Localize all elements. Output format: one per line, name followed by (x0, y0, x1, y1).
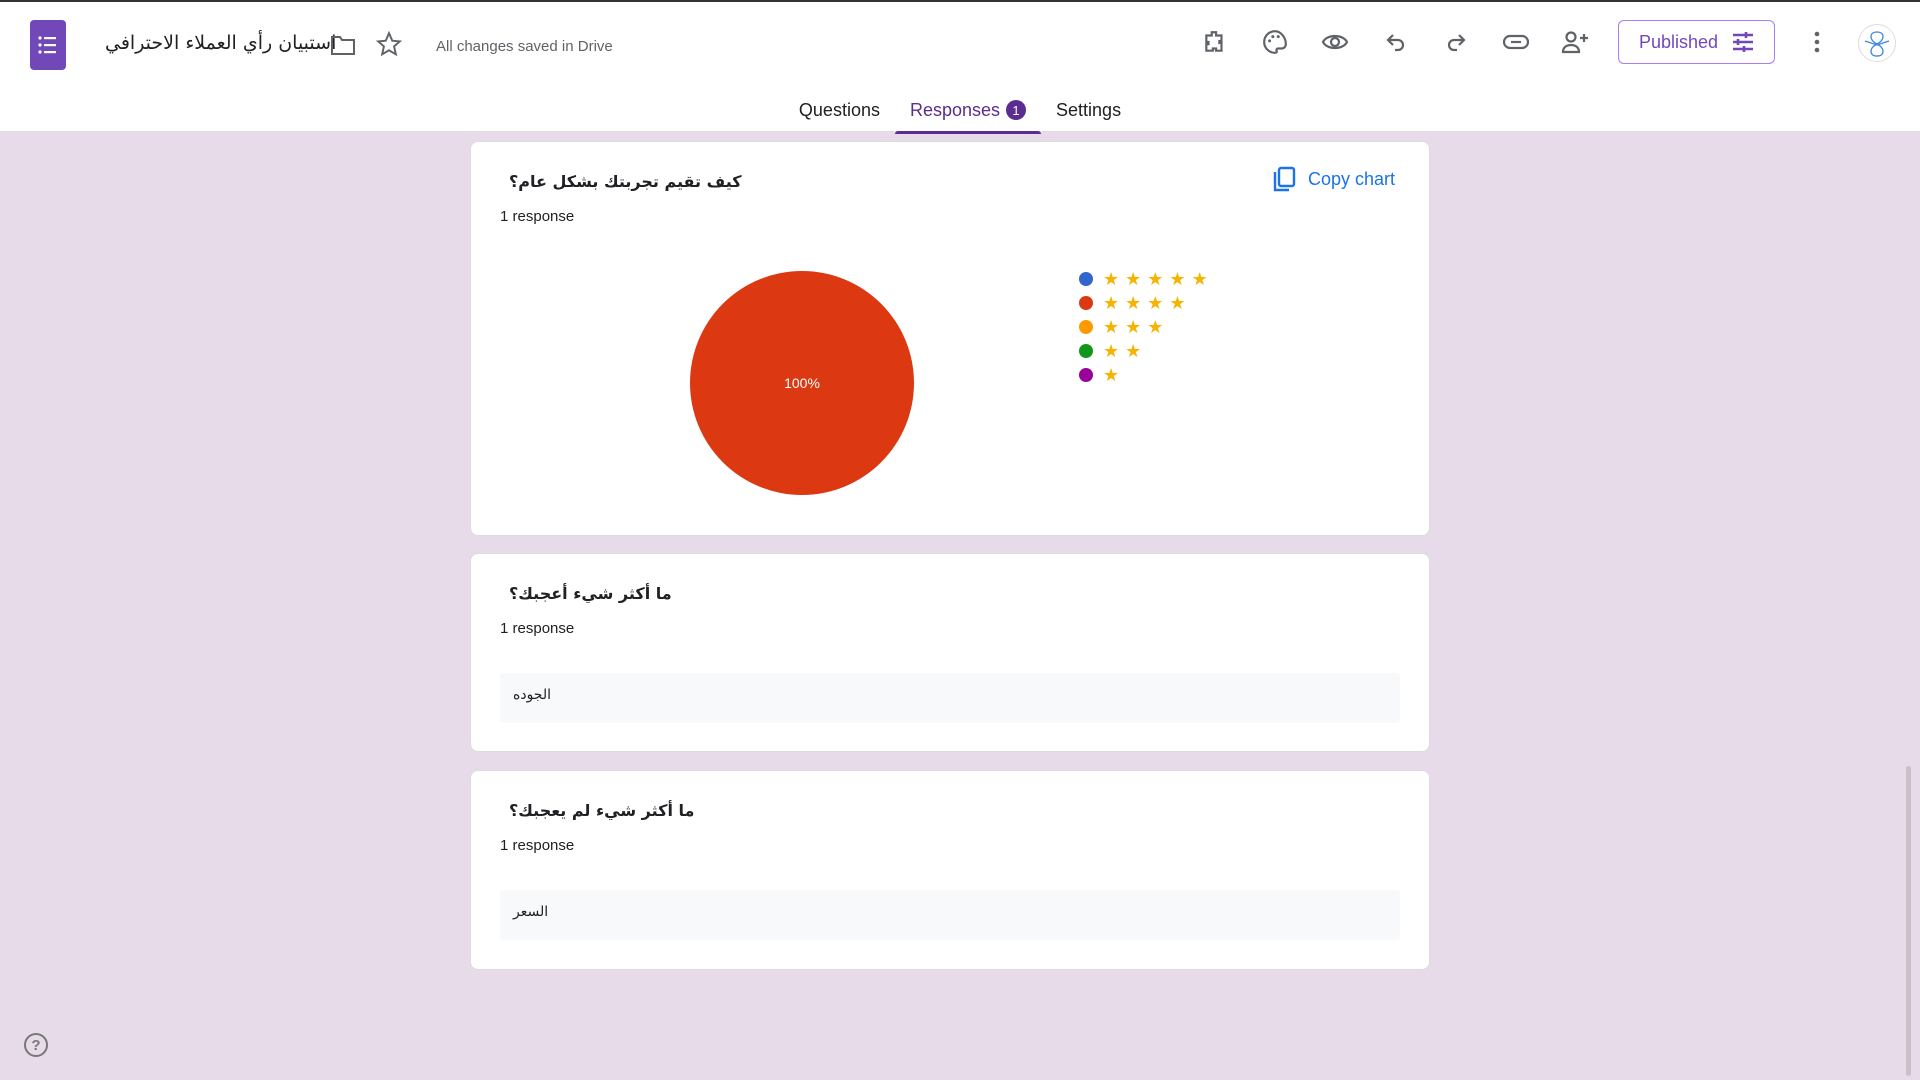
tab-bar: Questions Responses 1 Settings (0, 100, 1920, 134)
tab-questions[interactable]: Questions (784, 100, 895, 134)
responses-count-badge: 1 (1006, 100, 1027, 120)
legend-color-dot (1079, 272, 1093, 286)
star-icon: ★ (1169, 293, 1186, 313)
pie-slice[interactable] (690, 271, 914, 495)
star-icon: ★ (1191, 269, 1208, 289)
pie-chart: 100% (690, 271, 914, 495)
forms-logo-icon[interactable] (30, 20, 66, 70)
legend-color-dot (1079, 368, 1093, 382)
redo-icon[interactable] (1441, 27, 1471, 57)
star-icon: ★ (1125, 293, 1142, 313)
star-icon: ★ (1125, 317, 1142, 337)
star-icon: ★ (1103, 341, 1120, 361)
slice-label: 100% (784, 375, 820, 391)
scrollbar[interactable] (1906, 766, 1911, 1076)
published-label: Published (1638, 31, 1719, 52)
star-icon: ★ (1169, 269, 1186, 289)
legend-item[interactable]: ★ ★ ★ ★ (1079, 294, 1186, 312)
star-icon: ★ (1147, 269, 1164, 289)
question-title: كيف تقيم تجربتك بشكل عام؟ (509, 172, 742, 191)
star-icon: ★ (1103, 293, 1120, 313)
response-card-rating: كيف تقيم تجربتك بشكل عام؟ 1 response Cop… (470, 141, 1430, 536)
preview-eye-icon[interactable] (1320, 27, 1350, 57)
undo-icon[interactable] (1381, 27, 1411, 57)
star-icon: ★ (1147, 317, 1164, 337)
more-options-icon[interactable] (1802, 27, 1832, 57)
legend-color-dot (1079, 344, 1093, 358)
tab-settings[interactable]: Settings (1041, 100, 1136, 134)
legend-item[interactable]: ★ ★ (1079, 342, 1141, 360)
star-icon: ★ (1103, 317, 1120, 337)
help-icon[interactable]: ? (24, 1033, 48, 1057)
tab-label: Settings (1056, 100, 1122, 120)
legend-color-dot (1079, 296, 1093, 310)
app-header: استبيان رأي العملاء الاحترافي All change… (0, 2, 1920, 134)
legend-item[interactable]: ★ (1079, 366, 1119, 384)
star-icon: ★ (1103, 365, 1120, 385)
add-ons-icon[interactable] (1200, 27, 1230, 57)
legend-item[interactable]: ★ ★ ★ ★ ★ (1079, 270, 1208, 288)
response-answer: السعر (500, 890, 1400, 940)
tab-label: Questions (798, 100, 880, 120)
tab-responses[interactable]: Responses 1 (894, 100, 1042, 134)
form-title[interactable]: استبيان رأي العملاء الاحترافي (105, 32, 337, 54)
tab-label: Responses (909, 100, 1001, 120)
link-icon[interactable] (1501, 27, 1531, 57)
response-count: 1 response (500, 620, 575, 637)
star-icon: ★ (1147, 293, 1164, 313)
window-border (0, 0, 1920, 2)
palette-icon[interactable] (1260, 27, 1290, 57)
published-button[interactable]: Published (1618, 20, 1775, 64)
legend-color-dot (1079, 320, 1093, 334)
copy-chart-button[interactable]: Copy chart (1272, 166, 1395, 192)
save-status: All changes saved in Drive (436, 38, 613, 55)
copy-chart-label: Copy chart (1307, 168, 1395, 189)
response-answer: الجوده (500, 673, 1400, 723)
star-icon: ★ (1125, 341, 1142, 361)
settings-sliders-icon (1733, 32, 1754, 52)
folder-icon[interactable] (328, 30, 358, 60)
response-count: 1 response (500, 837, 575, 854)
response-card-liked: ما أكثر شيء أعجبك؟ 1 response الجوده (470, 553, 1430, 752)
copy-icon (1273, 166, 1296, 192)
response-count: 1 response (500, 208, 575, 225)
add-collaborator-icon[interactable] (1560, 27, 1590, 57)
star-icon[interactable] (374, 29, 404, 59)
account-avatar[interactable] (1858, 24, 1896, 62)
response-card-disliked: ما أكثر شيء لم يعجبك؟ 1 response السعر (470, 770, 1430, 970)
question-title: ما أكثر شيء لم يعجبك؟ (509, 801, 695, 820)
legend-item[interactable]: ★ ★ ★ (1079, 318, 1163, 336)
question-title: ما أكثر شيء أعجبك؟ (509, 584, 672, 603)
star-icon: ★ (1125, 269, 1142, 289)
star-icon: ★ (1103, 269, 1120, 289)
